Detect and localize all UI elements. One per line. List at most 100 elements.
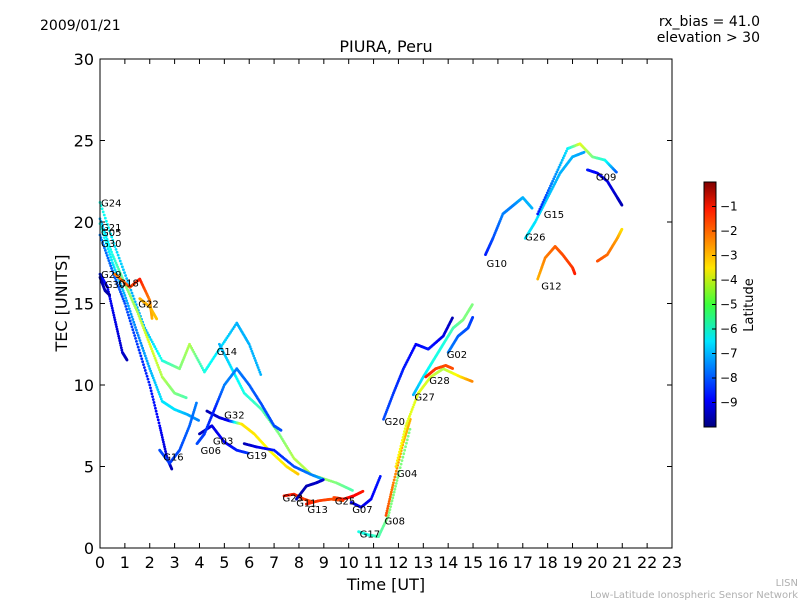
data-point (135, 310, 139, 314)
data-point (116, 332, 120, 336)
data-point (120, 295, 124, 298)
data-point (156, 418, 160, 422)
data-point (543, 196, 547, 199)
data-point (394, 484, 397, 488)
data-point (102, 213, 106, 217)
data-point (156, 363, 160, 367)
data-point (107, 259, 111, 263)
data-point (119, 274, 123, 277)
satellite-label: G26 (525, 233, 545, 244)
data-point (101, 210, 105, 214)
data-point (387, 502, 391, 506)
data-point (118, 259, 122, 263)
series-G27 (411, 303, 474, 397)
data-point (395, 459, 399, 463)
data-point (560, 158, 564, 162)
x-tick-label: 22 (637, 553, 657, 572)
data-point (109, 264, 113, 268)
data-point (412, 403, 416, 407)
data-point (394, 481, 398, 485)
x-axis-label: Time [UT] (346, 575, 425, 594)
data-point (151, 376, 155, 380)
data-point (126, 310, 129, 314)
series-G15 (536, 142, 618, 216)
satellite-label: G12 (541, 282, 561, 293)
data-point (157, 390, 161, 394)
data-point (399, 462, 403, 466)
data-point (406, 434, 410, 438)
satellite-label: G11 (296, 498, 316, 509)
series-G32 (205, 409, 300, 476)
data-point (408, 427, 412, 431)
data-point (143, 366, 146, 369)
data-point (146, 377, 150, 381)
data-point (137, 336, 141, 340)
data-marks (98, 142, 624, 538)
data-point (542, 198, 546, 202)
series-G11 (295, 478, 325, 501)
data-point (154, 359, 158, 362)
date-label: 2009/01/21 (40, 18, 121, 34)
data-point (119, 290, 122, 294)
x-tick-label: 10 (339, 553, 359, 572)
data-point (413, 401, 417, 404)
data-point (119, 262, 123, 266)
data-point (104, 251, 108, 255)
data-point (390, 499, 394, 503)
data-point (132, 297, 136, 301)
data-point (254, 361, 258, 365)
series-G07 (349, 475, 382, 509)
data-point (160, 435, 164, 439)
data-point (394, 472, 397, 476)
data-point (156, 388, 160, 392)
data-point (161, 438, 165, 442)
data-point (112, 266, 116, 269)
data-point (137, 348, 141, 352)
data-point (122, 291, 126, 295)
data-point (537, 210, 541, 213)
data-point (279, 428, 283, 432)
data-point (548, 186, 551, 190)
data-point (550, 182, 553, 185)
data-point (388, 497, 392, 501)
data-point (582, 150, 586, 154)
data-point (197, 418, 200, 422)
data-point (125, 299, 129, 303)
data-point (127, 307, 131, 311)
data-point (103, 239, 107, 242)
satellite-label: G04 (397, 469, 417, 480)
data-point (128, 319, 132, 323)
data-point (119, 282, 122, 286)
data-point (391, 486, 394, 489)
data-point (114, 320, 117, 324)
data-point (110, 235, 114, 239)
y-tick-label: 10 (74, 376, 94, 395)
data-point (396, 456, 400, 460)
data-point (573, 272, 577, 276)
data-point (160, 433, 164, 437)
series-G22 (138, 297, 159, 321)
x-tick-label: 21 (612, 553, 632, 572)
data-point (134, 326, 137, 329)
data-point (109, 232, 113, 236)
x-axis-ticks: 0 1 2 3 4 5 6 7 8 9 10 11 12 13 14 15 16 17 18 19 20 21 22 23 (95, 59, 682, 572)
x-tick-label: 16 (488, 553, 508, 572)
data-point (195, 401, 198, 405)
data-point (102, 233, 105, 237)
data-point (416, 394, 419, 397)
data-point (249, 347, 253, 351)
data-point (108, 293, 111, 297)
data-point (561, 156, 565, 160)
data-point (152, 342, 155, 346)
data-point (119, 292, 123, 296)
data-point (155, 385, 159, 389)
data-point (105, 254, 109, 257)
data-point (163, 447, 167, 451)
data-point (119, 284, 123, 288)
data-point (159, 429, 163, 432)
colorbar-tick-label: −8 (720, 371, 738, 385)
data-point (128, 310, 132, 313)
data-point (115, 250, 119, 254)
data-point (133, 300, 137, 304)
data-point (149, 338, 153, 341)
